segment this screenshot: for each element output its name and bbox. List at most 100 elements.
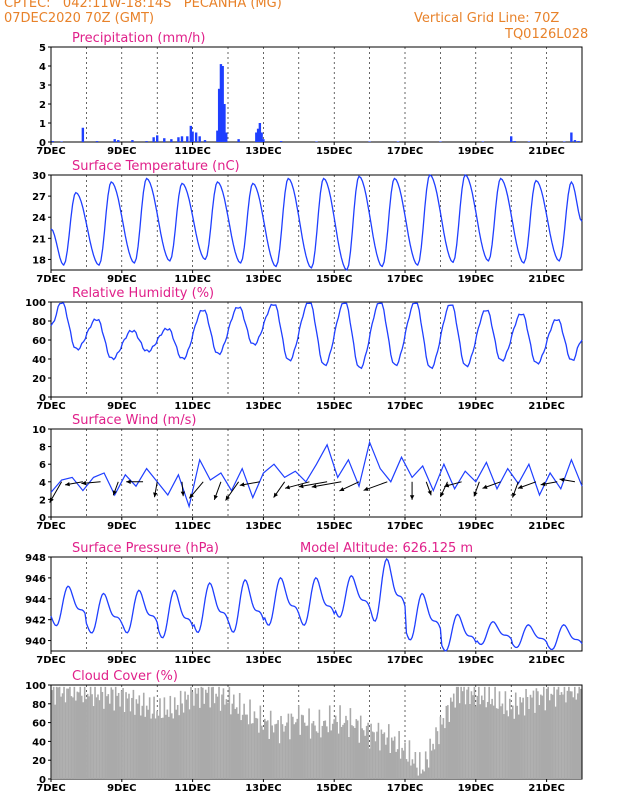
wind-vector-head [311, 484, 317, 489]
cloud-cover-bar [336, 721, 338, 779]
cloud-cover-bar [147, 709, 149, 779]
cloud-cover-bar [473, 686, 476, 779]
cloud-cover-bar [451, 701, 454, 779]
cloud-cover-bar [79, 686, 82, 779]
precip-bar [439, 141, 442, 142]
cloud-cover-bar [314, 725, 316, 779]
cloud-cover-bar [299, 734, 302, 779]
cloud-cover-bar [572, 697, 575, 779]
cloud-cover-bar [91, 694, 93, 779]
cloud-cover-bar [303, 722, 306, 779]
cloud-cover-bar [80, 695, 83, 779]
cloud-cover-bar [460, 686, 462, 779]
panel5-ytick-label: 940 [25, 637, 46, 648]
cloud-cover-bar [346, 720, 349, 779]
cloud-cover-bar [272, 732, 275, 779]
cloud-cover-bar [478, 686, 480, 779]
precip-bar [527, 141, 531, 142]
cloud-cover-bar [95, 697, 98, 779]
cloud-cover-bar [553, 686, 555, 779]
wind-vector-head [298, 483, 304, 489]
cloud-cover-bar [296, 718, 299, 779]
cloud-cover-bar [228, 686, 231, 779]
precip-bar [163, 138, 166, 142]
cloud-cover-bar [238, 693, 241, 779]
panel2-xtick-label: 9DEC [107, 274, 136, 285]
wind-vector-head [427, 490, 432, 496]
cloud-cover-bar [361, 728, 364, 779]
cloud-cover-bar [351, 725, 353, 779]
cloud-cover-bar [364, 735, 366, 779]
cloud-cover-bar [356, 720, 359, 779]
panel4-title: Surface Wind (m/s) [72, 413, 196, 428]
cloud-cover-bar [89, 686, 92, 779]
cloud-cover-bar [224, 704, 226, 779]
cloud-cover-bar [73, 686, 76, 779]
cloud-cover-bar [368, 748, 371, 779]
cloud-cover-bar [511, 705, 514, 779]
cloud-cover-bar [246, 714, 248, 779]
cloud-cover-bar [408, 740, 411, 779]
cloud-cover-bar [194, 688, 197, 779]
panel6-xtick-label: 21DEC [528, 783, 564, 794]
cloud-cover-bar [522, 697, 524, 779]
panel2-ytick-label: 30 [32, 171, 46, 182]
cloud-cover-bar [51, 690, 54, 779]
cloud-cover-bar [250, 723, 253, 779]
panel2-xtick-label: 13DEC [245, 274, 281, 285]
cloud-cover-bar [492, 705, 495, 779]
cloud-cover-bar [101, 691, 104, 779]
cloud-cover-bar [537, 691, 539, 779]
precip-bar [260, 132, 263, 142]
cloud-cover-bar [82, 702, 85, 779]
panel3-ytick-label: 20 [32, 374, 46, 385]
cloud-cover-bar [355, 719, 358, 779]
panel3-xtick-label: 17DEC [387, 401, 423, 412]
cloud-cover-bar [240, 720, 242, 779]
cloud-cover-bar [387, 724, 390, 779]
cloud-cover-bar [491, 698, 493, 779]
cloud-cover-bar [486, 701, 489, 779]
cloud-cover-bar [123, 711, 126, 779]
panel3-xtick-label: 7DEC [36, 401, 65, 412]
panel4-frame [50, 428, 583, 518]
panel4-xtick-label: 13DEC [245, 521, 281, 532]
cloud-cover-bar [519, 697, 521, 779]
panel1-xtick-label: 13DEC [245, 146, 281, 157]
cloud-cover-bar [323, 720, 325, 779]
cloud-cover-bar [469, 704, 471, 779]
cloud-cover-bar [69, 686, 71, 779]
wind-vector-shaft [311, 481, 342, 488]
cloud-cover-bar [354, 727, 356, 779]
precip-bar [170, 139, 173, 142]
cloud-cover-bar [61, 693, 64, 779]
cloud-cover-bar [315, 731, 318, 779]
cloud-cover-bar [398, 731, 400, 779]
cloud-cover-bar [139, 715, 142, 779]
cloud-cover-bar [535, 688, 538, 779]
cloud-cover-bar [480, 695, 483, 779]
panel6-xtick-label: 9DEC [107, 783, 136, 794]
cloud-cover-bar [111, 689, 114, 779]
panel3-xtick-label: 19DEC [458, 401, 494, 412]
panel5-xtick-label: 7DEC [36, 655, 65, 666]
cloud-cover-bar [418, 752, 421, 779]
cloud-cover-bar [263, 718, 266, 779]
precip-bar [180, 136, 184, 142]
cloud-cover-bar [185, 699, 188, 779]
cloud-cover-bar [374, 741, 377, 779]
cloud-cover-bar [92, 706, 95, 779]
cloud-cover-bar [302, 715, 304, 779]
precip-bar [256, 128, 260, 142]
pressure-line [50, 557, 583, 652]
cloud-cover-bar [182, 712, 185, 779]
cloud-cover-bar [547, 686, 550, 779]
panel1-xtick-label: 11DEC [174, 146, 210, 157]
cloud-cover-bar [414, 752, 417, 779]
cloud-cover-bar [556, 689, 558, 779]
cloud-cover-bar [203, 703, 206, 779]
panel5-xtick-label: 19DEC [458, 655, 494, 666]
cloud-cover-bar [343, 722, 346, 779]
cloud-cover-bar [500, 706, 502, 779]
wind-vector-head [189, 493, 194, 499]
